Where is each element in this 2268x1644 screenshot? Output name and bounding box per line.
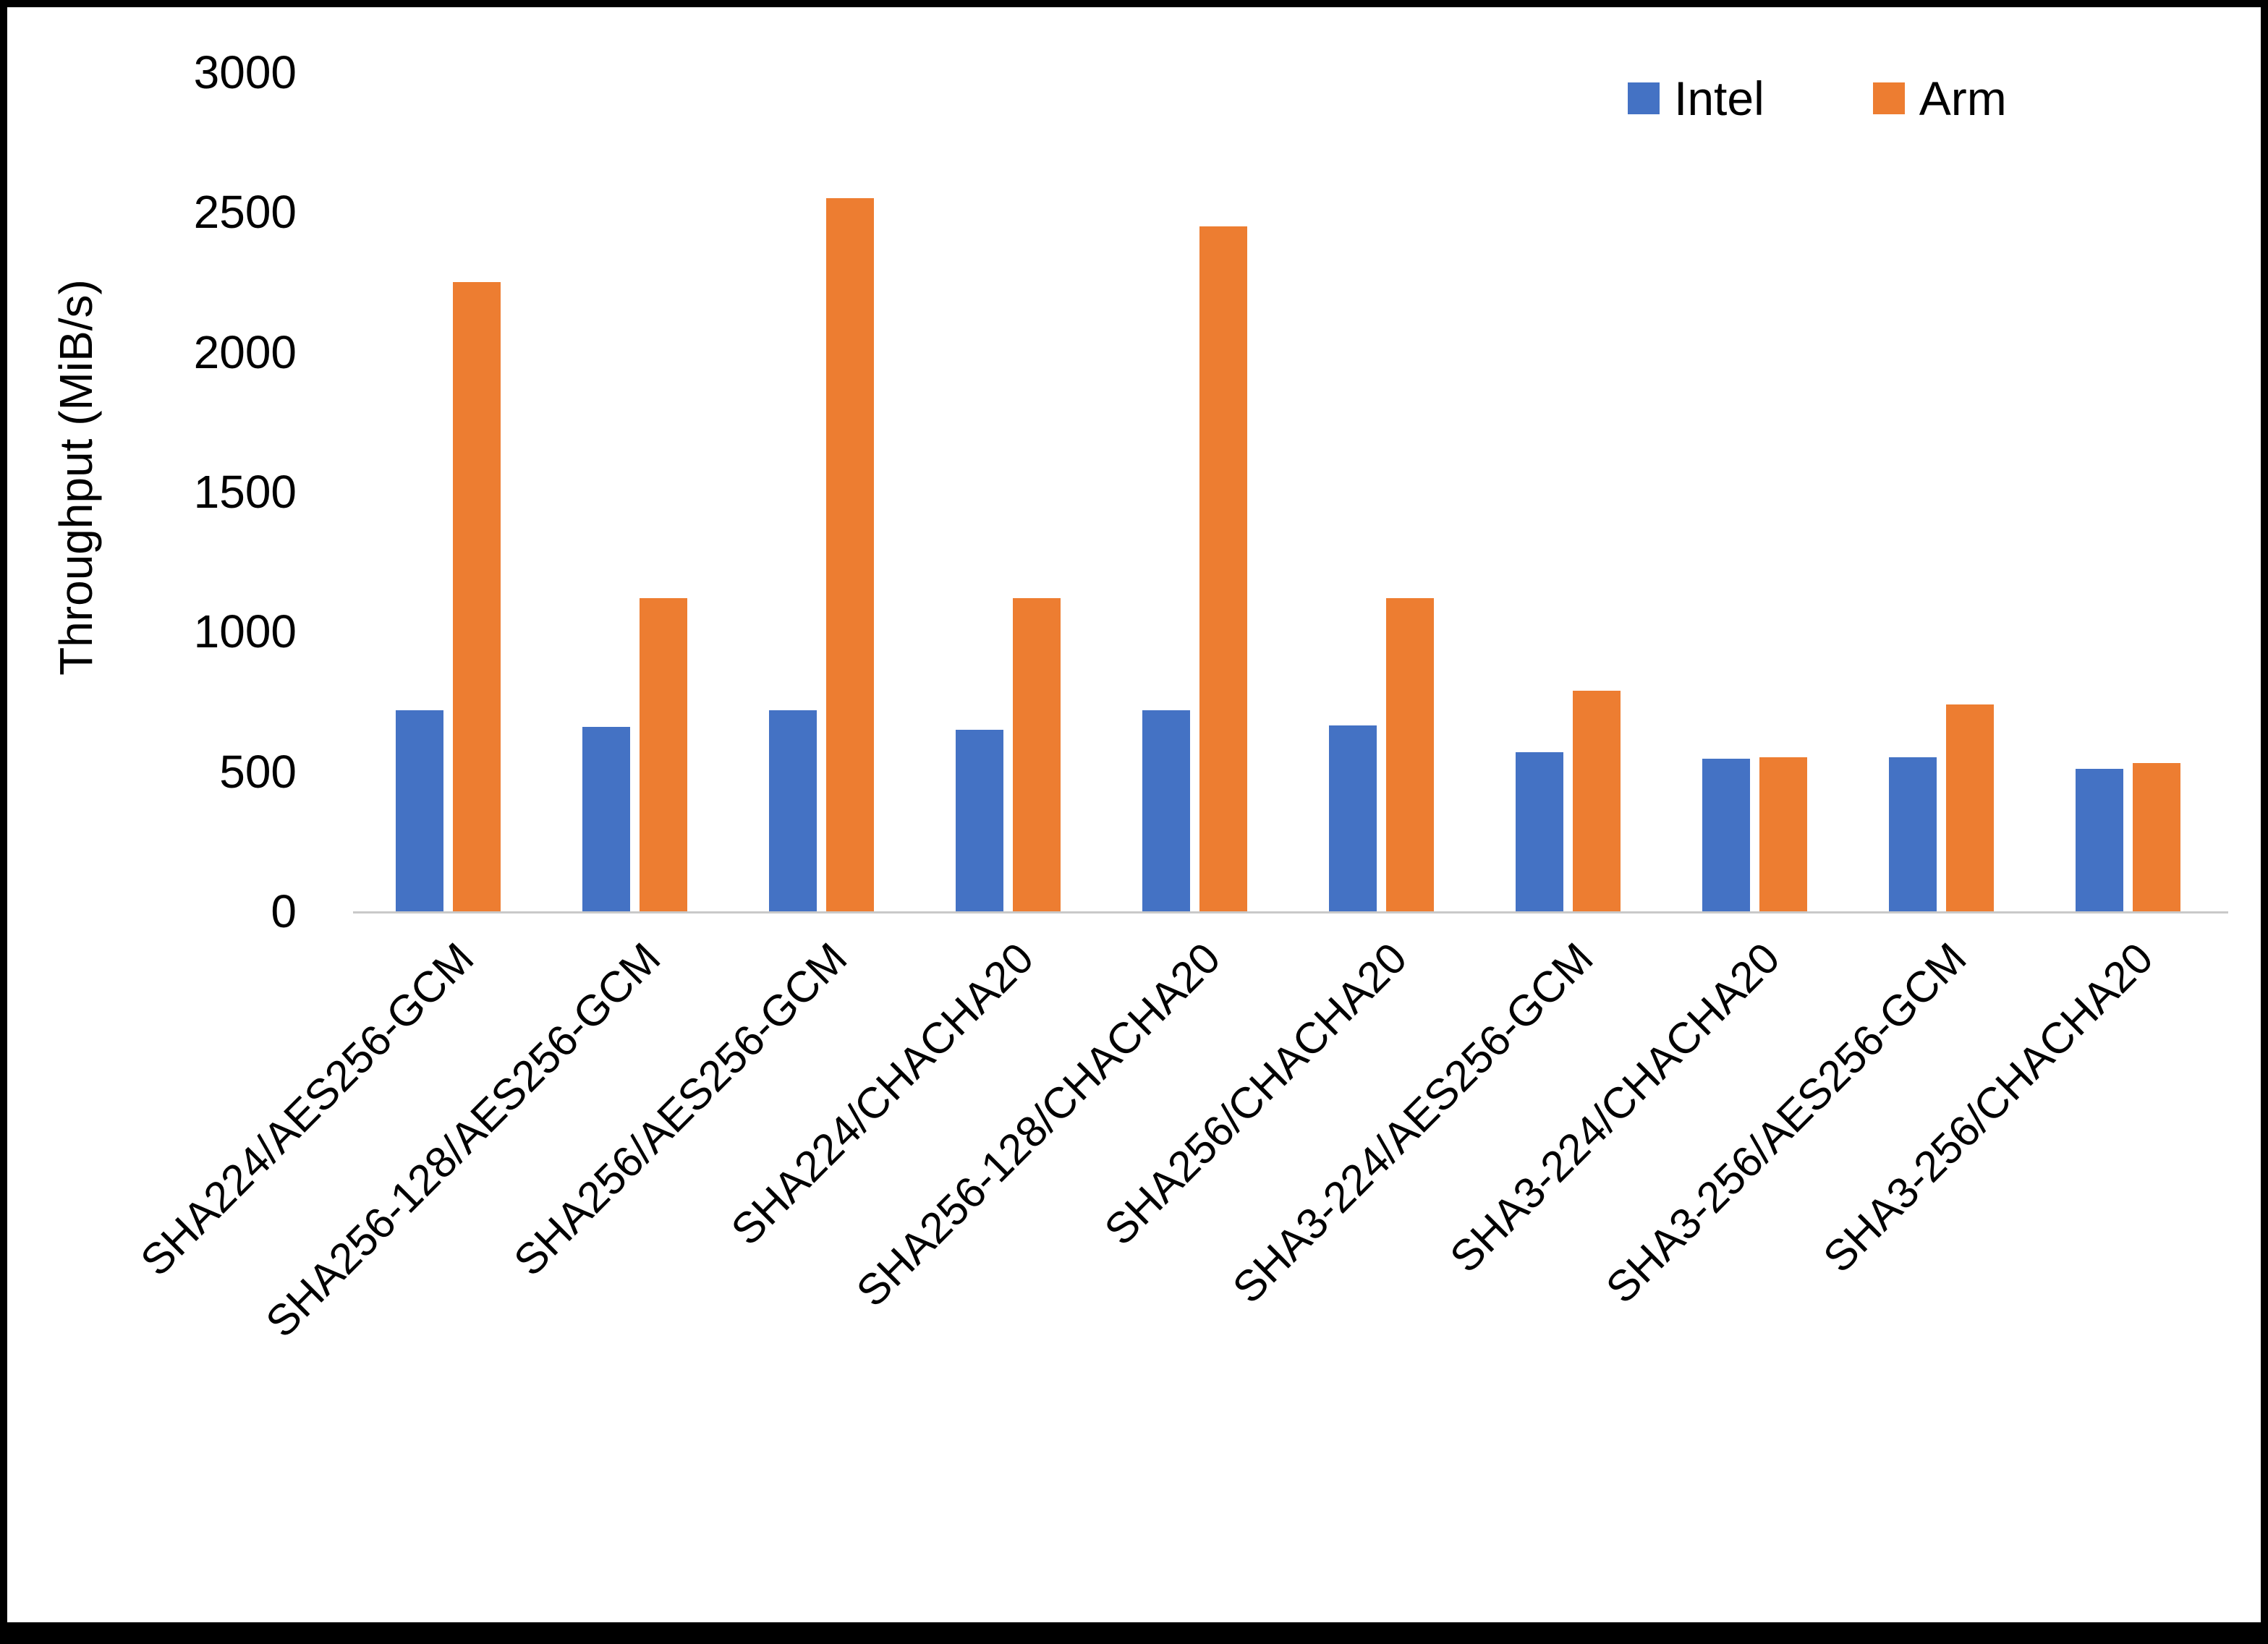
legend: Intel Arm [1628,71,2007,126]
x-tick-label: SHA256/CHACHA20 [1095,933,1417,1255]
bar-arm [1759,757,1807,911]
bar-arm [1199,226,1247,911]
bar-arm [1572,690,1621,911]
x-tick-label: SHA224/AES256-GCM [131,933,483,1285]
bar-intel [1888,757,1937,911]
x-tick-label: SHA256-128/CHACHA20 [846,933,1230,1316]
legend-label: Arm [1919,72,2007,125]
bar-intel [395,710,443,911]
y-tick-label: 0 [271,885,297,937]
legend-swatch-icon [1872,82,1905,114]
bar-arm [1012,597,1061,911]
legend-item-arm: Arm [1872,71,2007,126]
legend-label: Intel [1674,72,1764,125]
bar-intel [2075,768,2123,911]
bar-group [354,72,541,911]
bar-arm [639,597,687,911]
x-tick-label: SHA224/CHACHA20 [721,933,1043,1255]
x-axis-labels: SHA224/AES256-GCM SHA256-128/AES256-GCM SH… [131,920,2221,1484]
bar-intel [955,729,1003,911]
bar-arm [2132,763,2180,911]
x-tick-label: SHA3-224/AES256-GCM [1223,933,1603,1313]
x-axis-line [353,911,2228,913]
y-tick-label: 500 [219,745,297,798]
y-tick-label: 1500 [193,466,297,518]
bar-group [1474,72,1661,911]
x-tick-label: SHA3-224/CHACHA20 [1440,933,1790,1282]
legend-item-intel: Intel [1628,71,1764,126]
bar-group [1848,72,2034,911]
legend-swatch-icon [1628,82,1660,114]
x-tick-label: SHA3-256/AES256-GCM [1597,933,1976,1313]
bar-arm [452,282,501,911]
x-tick-label: SHA256-128/AES256-GCM [256,933,670,1347]
bar-arm [1945,704,1994,911]
y-tick-label: 1000 [193,605,297,658]
bar-intel [1142,710,1190,911]
y-tick-label: 3000 [193,46,297,98]
bar-arm [825,198,874,911]
bar-intel [1515,751,1563,911]
bar-intel [1328,725,1377,911]
y-tick-label: 2000 [193,325,297,378]
bar-group [541,72,728,911]
bar-intel [582,726,630,911]
bar-group [1288,72,1474,911]
bars [354,72,2221,911]
x-tick-label: SHA256/AES256-GCM [504,933,857,1285]
bar-group [728,72,914,911]
bar-arm [1385,597,1434,911]
bar-intel [1702,759,1750,911]
y-tick-label: 2500 [193,186,297,239]
plot-area [354,72,2221,911]
bar-group [1101,72,1288,911]
bar-group [2034,72,2221,911]
x-tick-label: SHA3-256/CHACHA20 [1814,933,2163,1282]
bar-group [1661,72,1848,911]
bar-group [914,72,1101,911]
bar-intel [768,710,817,911]
